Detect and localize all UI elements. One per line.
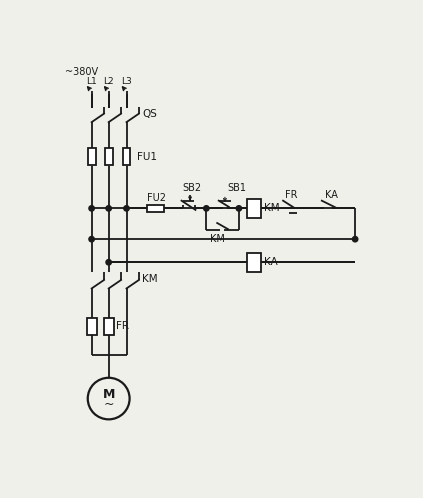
Text: QS: QS — [142, 110, 157, 120]
Text: FR: FR — [285, 190, 297, 200]
Circle shape — [106, 206, 111, 211]
Text: SB1: SB1 — [227, 183, 246, 193]
Circle shape — [352, 237, 358, 242]
Bar — [247, 253, 261, 271]
Bar — [247, 199, 261, 218]
Bar — [147, 205, 164, 212]
Circle shape — [236, 206, 242, 211]
Text: FU1: FU1 — [137, 152, 157, 162]
Text: KA: KA — [264, 257, 277, 267]
Bar — [87, 318, 97, 335]
Circle shape — [106, 259, 111, 265]
Text: KA: KA — [325, 190, 338, 200]
Text: L1: L1 — [86, 77, 97, 86]
Bar — [104, 318, 114, 335]
Text: M: M — [102, 388, 115, 401]
Circle shape — [89, 206, 94, 211]
Text: KM: KM — [142, 274, 158, 284]
Text: ~380V: ~380V — [64, 67, 98, 77]
Text: FR: FR — [116, 321, 129, 331]
Text: ~: ~ — [104, 397, 114, 410]
Bar — [105, 148, 113, 165]
Text: KM: KM — [210, 234, 225, 244]
Circle shape — [89, 237, 94, 242]
Text: SB2: SB2 — [182, 183, 201, 193]
Text: L3: L3 — [121, 77, 132, 86]
Text: KM: KM — [264, 203, 279, 213]
Bar — [88, 148, 96, 165]
Text: L2: L2 — [103, 77, 114, 86]
Bar — [123, 148, 130, 165]
Text: FU2: FU2 — [147, 193, 166, 203]
Circle shape — [124, 206, 129, 211]
Circle shape — [203, 206, 209, 211]
